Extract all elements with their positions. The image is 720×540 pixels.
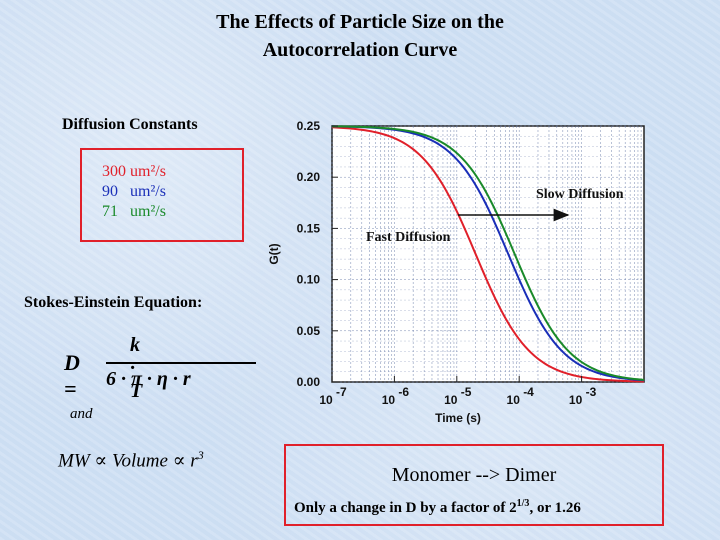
x-tick-label: 10 [319,393,333,407]
constant-unit: um²/s [130,163,166,180]
slide-title: The Effects of Particle Size on the Auto… [0,8,720,64]
y-tick-label: 0.20 [297,170,321,184]
y-tick-label: 0.10 [297,273,321,287]
diffusion-constants-box: 300 um²/s 90 um²/s 71 um²/s [80,148,244,242]
x-tick-exponent: -4 [523,385,534,399]
constant-value: 300 [102,163,126,180]
constant-value: 71 [102,203,118,220]
series-line [331,126,645,383]
y-tick-label: 0.15 [297,221,321,235]
fast-diffusion-label: Fast Diffusion [366,230,451,245]
diffusion-constants-heading: Diffusion Constants [62,116,198,133]
dimer-note-text: Only a change in D by a factor of 2 [294,500,517,516]
x-tick-label: 10 [507,393,521,407]
x-tick-exponent: -5 [461,385,472,399]
y-tick-label: 0.25 [297,119,321,133]
plot-area [331,125,645,383]
proportionality-text: MW ∝ Volume ∝ r [58,450,198,472]
title-line-1: The Effects of Particle Size on the [216,11,504,33]
equation-numerator: k · T [130,334,143,402]
monomer-dimer-title: Monomer --> Dimer [391,464,557,486]
constant-row-red: 300 um²/s [102,162,242,182]
monomer-dimer-box: Monomer --> Dimer Only a change in D by … [284,444,664,526]
y-axis-ticks: 0.00 0.05 0.10 0.15 0.20 0.25 [297,119,338,389]
constant-row-green: 71 um²/s [102,202,242,222]
constant-unit: um²/s [130,203,166,220]
fraction-bar [106,362,256,364]
mw-proportionality: MW ∝ Volume ∝ r3 [58,448,204,472]
y-tick-label: 0.05 [297,324,321,338]
x-tick-exponent: -3 [586,385,597,399]
x-axis-ticks: 10-710-610-510-410-3 [319,376,597,407]
x-tick-label: 10 [569,393,583,407]
slow-diffusion-label: Slow Diffusion [536,187,624,202]
title-line-2: Autocorrelation Curve [262,39,458,61]
dimer-note-tail: , or 1.26 [529,500,581,516]
grid-lines [331,125,644,383]
x-axis-label: Time (s) [435,411,481,425]
autocorrelation-chart: 0.000.050.100.150.200.25 10-710-610-510-… [267,119,645,425]
equation-lhs: D = [64,350,80,401]
constant-value: 90 [102,183,118,200]
stokes-einstein-heading: Stokes-Einstein Equation: [24,294,203,311]
y-axis-label: G(t) [267,243,281,264]
y-tick-label: 0.00 [297,375,321,389]
x-tick-label: 10 [444,393,458,407]
constant-unit: um²/s [130,183,166,200]
dimer-note-exponent: 1/3 [516,498,530,509]
series-line [331,125,645,381]
x-tick-exponent: -7 [336,385,347,399]
and-text: and [70,406,93,422]
equation-denominator: 6 · π · η · r [106,368,191,390]
proportionality-exponent: 3 [197,448,204,462]
x-tick-label: 10 [382,393,396,407]
dimer-note: Only a change in D by a factor of 21/3, … [294,498,581,517]
series-group [331,125,645,383]
x-tick-exponent: -6 [398,385,409,399]
constant-row-blue: 90 um²/s [102,182,242,202]
